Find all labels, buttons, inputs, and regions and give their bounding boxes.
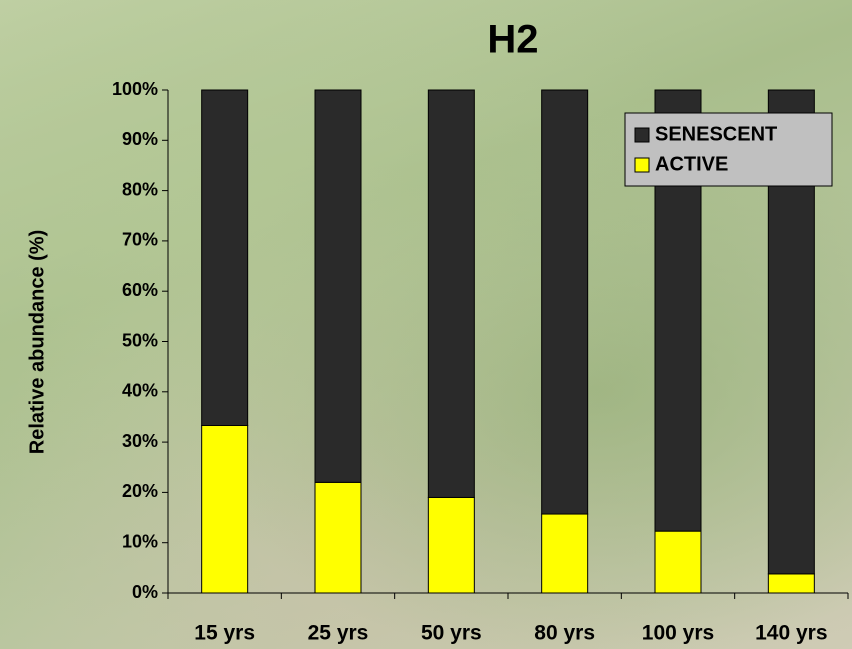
bar-segment bbox=[541, 513, 589, 594]
y-tick-label: 10% bbox=[122, 531, 158, 551]
bar-segment bbox=[314, 89, 362, 483]
legend-box bbox=[624, 112, 833, 187]
legend-label: SENESCENT bbox=[655, 123, 777, 145]
x-tick-label: 50 yrs bbox=[421, 622, 482, 645]
x-tick-label: 15 yrs bbox=[194, 622, 255, 645]
bar-segment bbox=[427, 496, 475, 594]
x-tick-label: 80 yrs bbox=[534, 622, 595, 645]
x-tick-label: 25 yrs bbox=[308, 622, 369, 645]
bar-segment bbox=[201, 425, 249, 594]
bar-segment bbox=[201, 89, 249, 427]
y-tick-label: 50% bbox=[122, 330, 158, 350]
y-tick-label: 20% bbox=[122, 481, 158, 501]
y-tick-label: 80% bbox=[122, 179, 158, 199]
y-tick-label: 100% bbox=[112, 79, 158, 99]
y-tick-label: 0% bbox=[132, 582, 158, 602]
bar-segment bbox=[767, 573, 815, 594]
y-tick-label: 40% bbox=[122, 381, 158, 401]
bar-segment bbox=[314, 481, 362, 594]
legend-swatch bbox=[634, 157, 650, 173]
y-tick-label: 70% bbox=[122, 230, 158, 250]
chart-title: H2 bbox=[487, 18, 538, 62]
y-tick-label: 90% bbox=[122, 129, 158, 149]
x-tick-label: 140 yrs bbox=[755, 622, 827, 645]
x-tick-label: 100 yrs bbox=[642, 622, 714, 645]
y-tick-label: 60% bbox=[122, 280, 158, 300]
bar-segment bbox=[427, 89, 475, 498]
bar-segment bbox=[654, 530, 702, 594]
legend-label: ACTIVE bbox=[655, 153, 728, 175]
legend-swatch bbox=[634, 127, 650, 143]
y-tick-label: 30% bbox=[122, 431, 158, 451]
bar-segment bbox=[541, 89, 589, 515]
y-axis-label: Relative abundance (%) bbox=[26, 230, 48, 455]
